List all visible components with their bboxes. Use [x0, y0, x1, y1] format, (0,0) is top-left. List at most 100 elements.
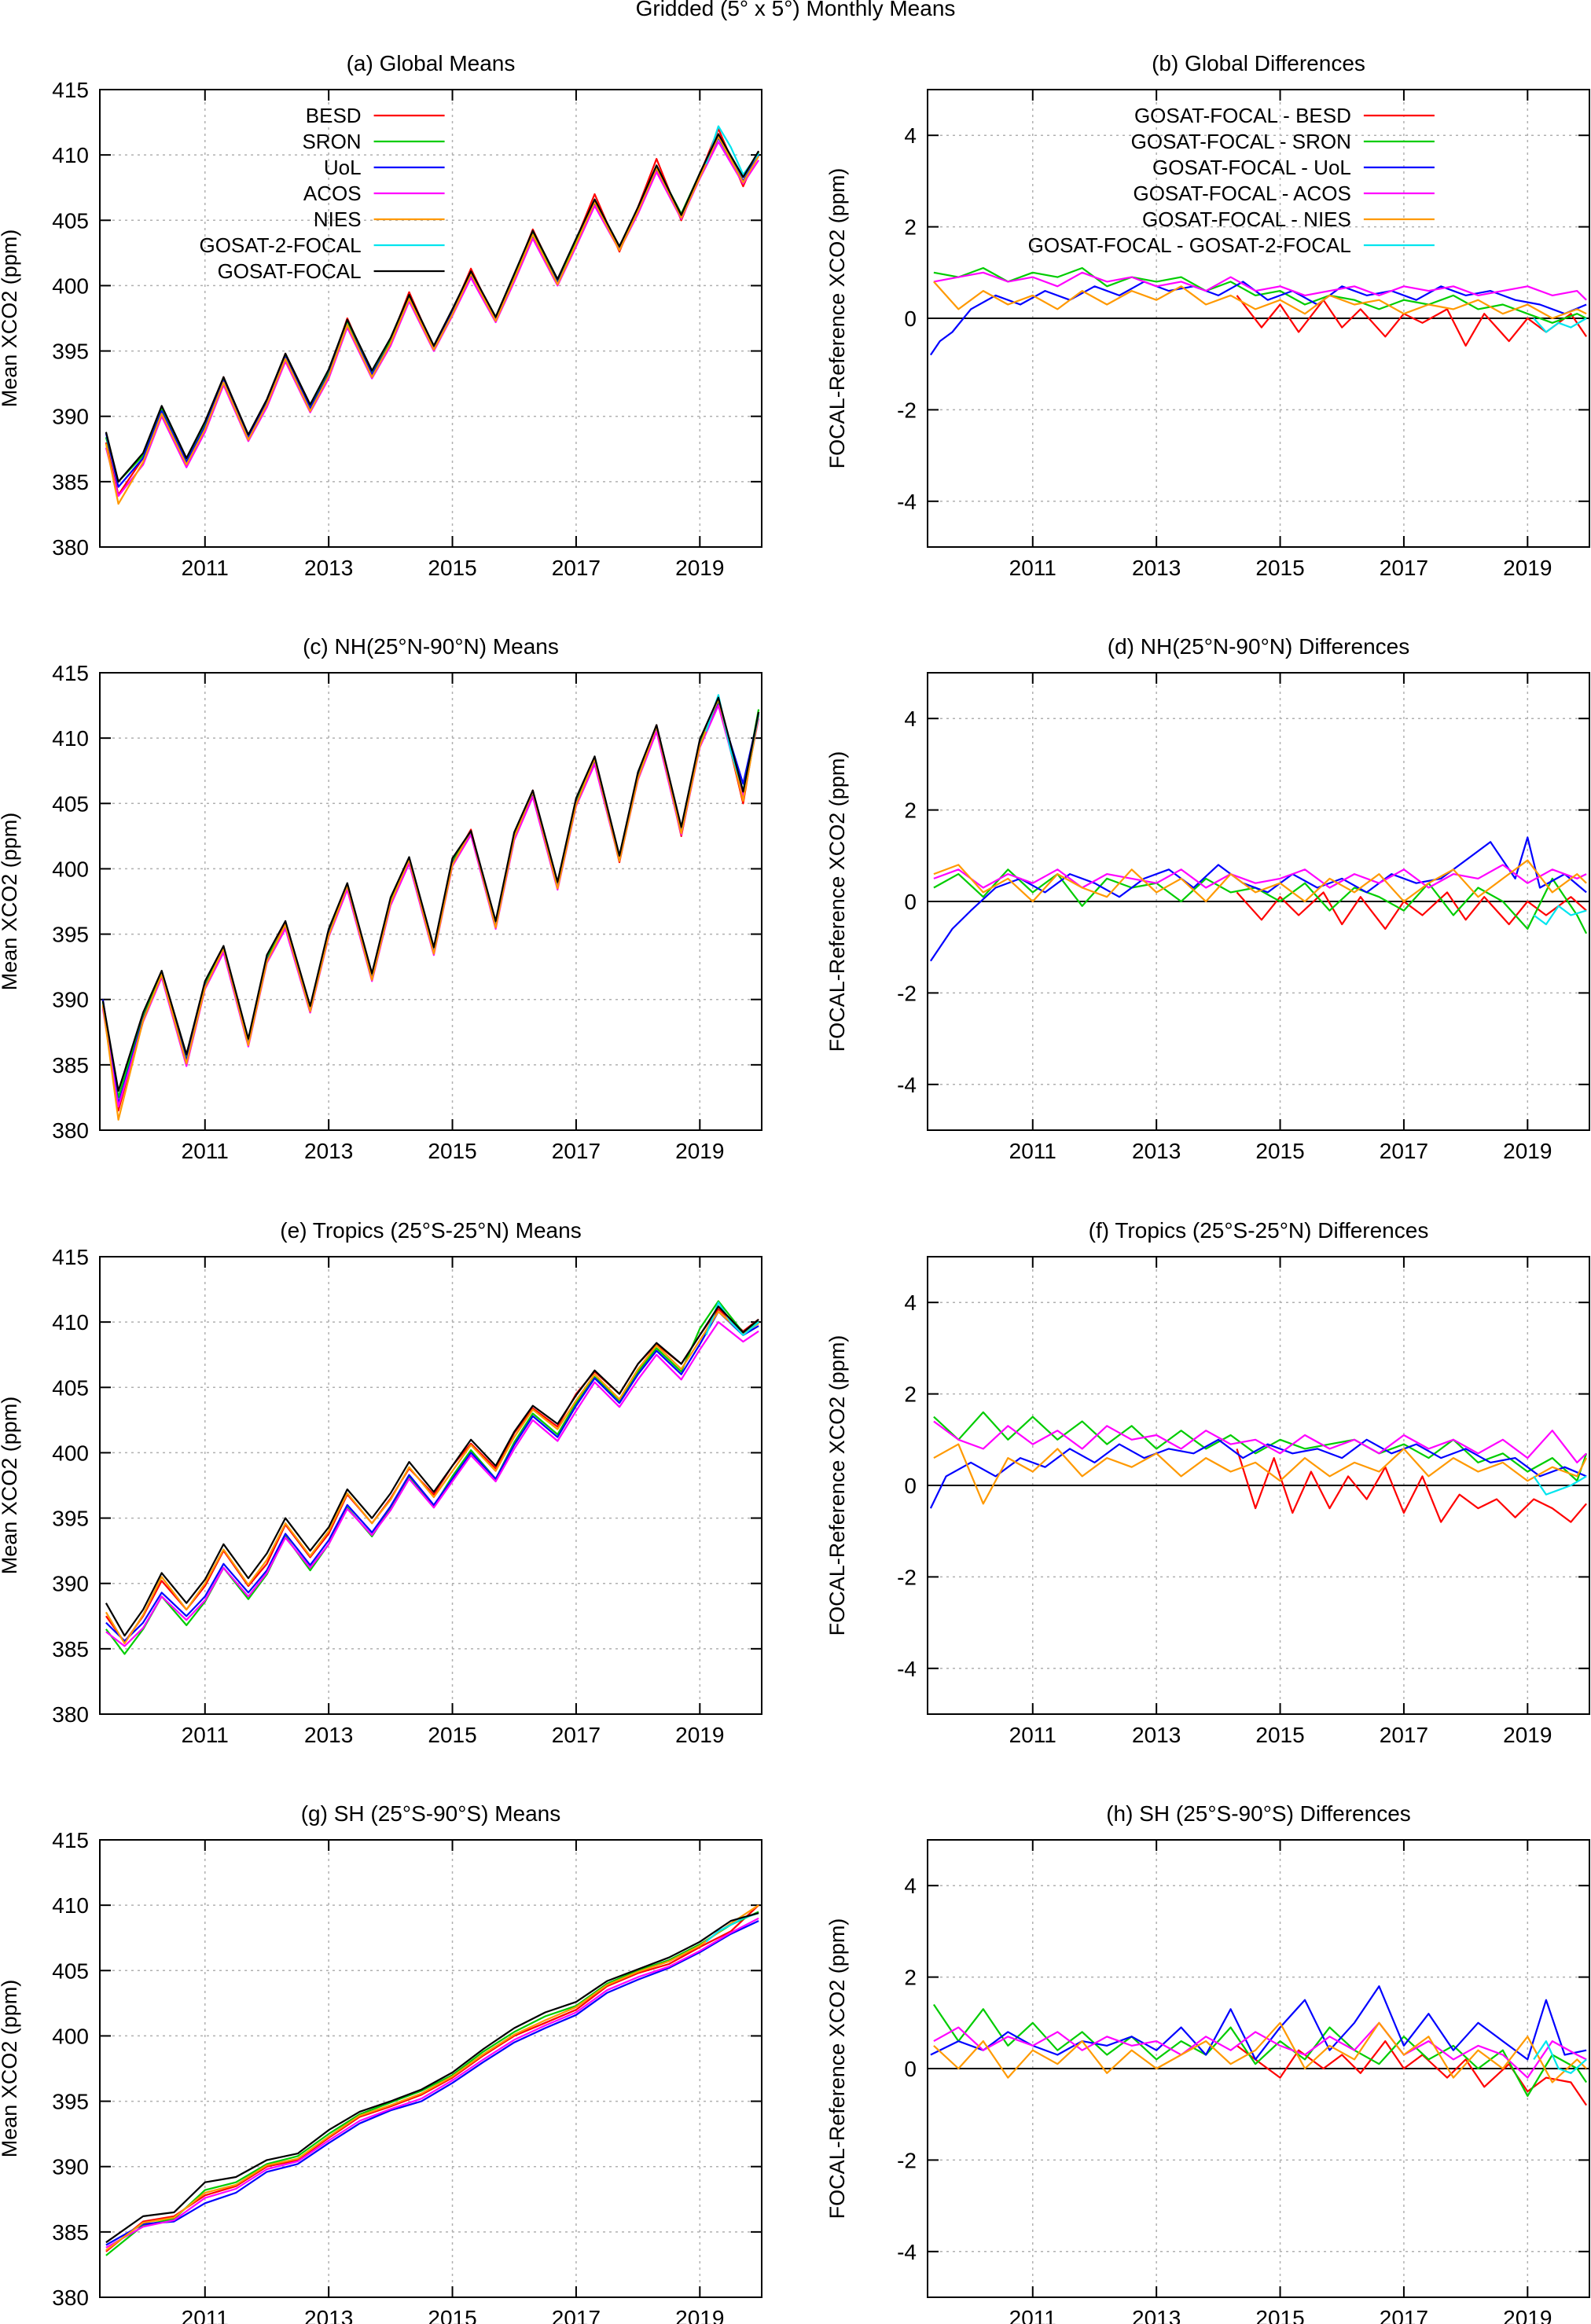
y-tick-label: 2 [904, 799, 917, 823]
y-tick-label: 0 [904, 890, 917, 914]
series-line-gosat-focal [101, 696, 760, 1092]
y-tick-label: 4 [904, 123, 917, 148]
x-tick-label: 2017 [552, 1139, 601, 1163]
x-tick-label: 2011 [182, 1139, 229, 1163]
series-line-gosat-focal-besd [1236, 1448, 1587, 1523]
x-tick-label: 2015 [1255, 1139, 1304, 1163]
chart-2: (c) NH(25°N-90°N) Means 2011 2013 2015 2017 2… [0, 634, 762, 1163]
series-line-gosat-focal-gosat-2-focal [1533, 318, 1587, 333]
y-tick-label: 400 [52, 274, 89, 298]
series-line-gosat-focal [105, 1305, 759, 1637]
chart-title: (h) SH (25°S-90°S) Differences [1106, 1801, 1411, 1826]
series-line-sron [105, 1911, 759, 2256]
legend-label: GOSAT-2-FOCAL [199, 233, 361, 257]
plot-frame [99, 1839, 762, 2298]
y-tick-label: 4 [904, 707, 917, 731]
series-line-uol [105, 1920, 759, 2246]
y-axis-label: Mean XCO2 (ppm) [0, 1397, 21, 1575]
y-tick-label: 395 [52, 340, 89, 364]
y-tick-label: -2 [897, 981, 917, 1005]
y-tick-label: 415 [52, 78, 89, 102]
y-tick-label: 395 [52, 2090, 89, 2114]
series-line-sron [101, 700, 760, 1099]
x-tick-label: 2017 [1380, 2306, 1428, 2324]
y-tick-label: -2 [897, 2148, 917, 2172]
x-tick-label: 2013 [1132, 2306, 1181, 2324]
y-axis-label: Mean XCO2 (ppm) [0, 813, 21, 991]
x-tick-label: 2011 [182, 2306, 229, 2324]
legend-label: GOSAT-FOCAL - ACOS [1133, 182, 1350, 205]
y-tick-label: 385 [52, 1637, 89, 1661]
y-tick-label: -4 [897, 1657, 917, 1681]
chart-title: (c) NH(25°N-90°N) Means [303, 634, 559, 659]
x-tick-label: 2013 [1132, 1139, 1181, 1163]
x-tick-label: 2019 [1503, 556, 1552, 580]
x-tick-label: 2013 [1132, 556, 1181, 580]
series-line-gosat-focal-uol [929, 836, 1587, 962]
y-tick-label: 410 [52, 143, 89, 167]
legend-label: GOSAT-FOCAL - UoL [1152, 156, 1351, 179]
x-tick-label: 2015 [1255, 556, 1304, 580]
y-tick-label: 2 [904, 215, 917, 240]
series-line-gosat-focal-sron [933, 868, 1588, 934]
chart-6: (g) SH (25°S-90°S) Means 2011 2013 2015 2017… [0, 1801, 762, 2324]
x-tick-label: 2015 [1255, 1723, 1304, 1747]
plot-frame [99, 1256, 762, 1715]
y-tick-label: 0 [904, 2057, 917, 2081]
series-line-gosat-focal-nies [933, 1443, 1588, 1505]
series-line-acos [105, 1321, 759, 1647]
series-line-nies [101, 698, 760, 1121]
x-tick-label: 2013 [304, 556, 353, 580]
y-tick-label: 400 [52, 857, 89, 881]
x-tick-label: 2015 [428, 1723, 476, 1747]
y-tick-label: 410 [52, 1893, 89, 1918]
chart-title: (e) Tropics (25°S-25°N) Means [280, 1218, 581, 1243]
y-tick-label: 380 [52, 2285, 89, 2310]
y-tick-label: 380 [52, 1118, 89, 1143]
x-tick-label: 2017 [552, 556, 601, 580]
y-tick-label: 380 [52, 535, 89, 560]
series-line-gosat-focal-besd [1236, 2040, 1588, 2106]
x-tick-label: 2015 [1255, 2306, 1304, 2324]
x-tick-label: 2011 [1009, 2306, 1056, 2324]
chart-title: (f) Tropics (25°S-25°N) Differences [1089, 1218, 1429, 1243]
plot-frame [99, 89, 762, 548]
series-line-acos [105, 141, 760, 497]
x-tick-label: 2017 [1380, 1139, 1428, 1163]
chart-3: (d) NH(25°N-90°N) Differences 2011 2013 201… [825, 634, 1590, 1163]
y-tick-label: 4 [904, 1290, 917, 1315]
x-tick-label: 2019 [1503, 1723, 1552, 1747]
series-line-nies [105, 135, 760, 505]
x-tick-label: 2013 [1132, 1723, 1181, 1747]
y-tick-label: 410 [52, 726, 89, 751]
series-line-gosat-focal-besd [1236, 295, 1588, 347]
series-line-besd [105, 127, 760, 496]
y-axis-label: FOCAL-Reference XCO2 (ppm) [825, 168, 849, 469]
series-line-gosat-focal-uol [930, 1985, 1587, 2061]
y-axis-label: Mean XCO2 (ppm) [0, 1980, 21, 2158]
y-tick-label: 405 [52, 791, 89, 816]
y-tick-label: -4 [897, 490, 917, 514]
y-axis-label: Mean XCO2 (ppm) [0, 229, 21, 408]
x-tick-label: 2019 [1503, 2306, 1552, 2324]
series-line-nies [105, 1310, 759, 1645]
x-tick-label: 2011 [1009, 1723, 1056, 1747]
x-tick-label: 2015 [428, 2306, 476, 2324]
legend-label: GOSAT-FOCAL - BESD [1134, 104, 1351, 127]
x-tick-label: 2015 [428, 1139, 476, 1163]
plot-frame [99, 672, 762, 1131]
y-tick-label: 385 [52, 1053, 89, 1078]
series-line-gosat-focal-acos [933, 271, 1587, 301]
legend-label: NIES [314, 207, 362, 231]
y-tick-label: 395 [52, 1507, 89, 1531]
series-line-nies [105, 1904, 759, 2251]
chart-0: (a) Global Means 2011 2013 2015 2017 2019 380 3… [0, 51, 762, 580]
series-line-gosat-focal-besd [1236, 891, 1587, 930]
x-tick-label: 2019 [675, 556, 724, 580]
y-tick-label: -2 [897, 1565, 917, 1589]
chart-title: (g) SH (25°S-90°S) Means [301, 1801, 561, 1826]
series-line-gosat-focal-nies [933, 859, 1587, 903]
chart-title: (a) Global Means [347, 51, 516, 75]
